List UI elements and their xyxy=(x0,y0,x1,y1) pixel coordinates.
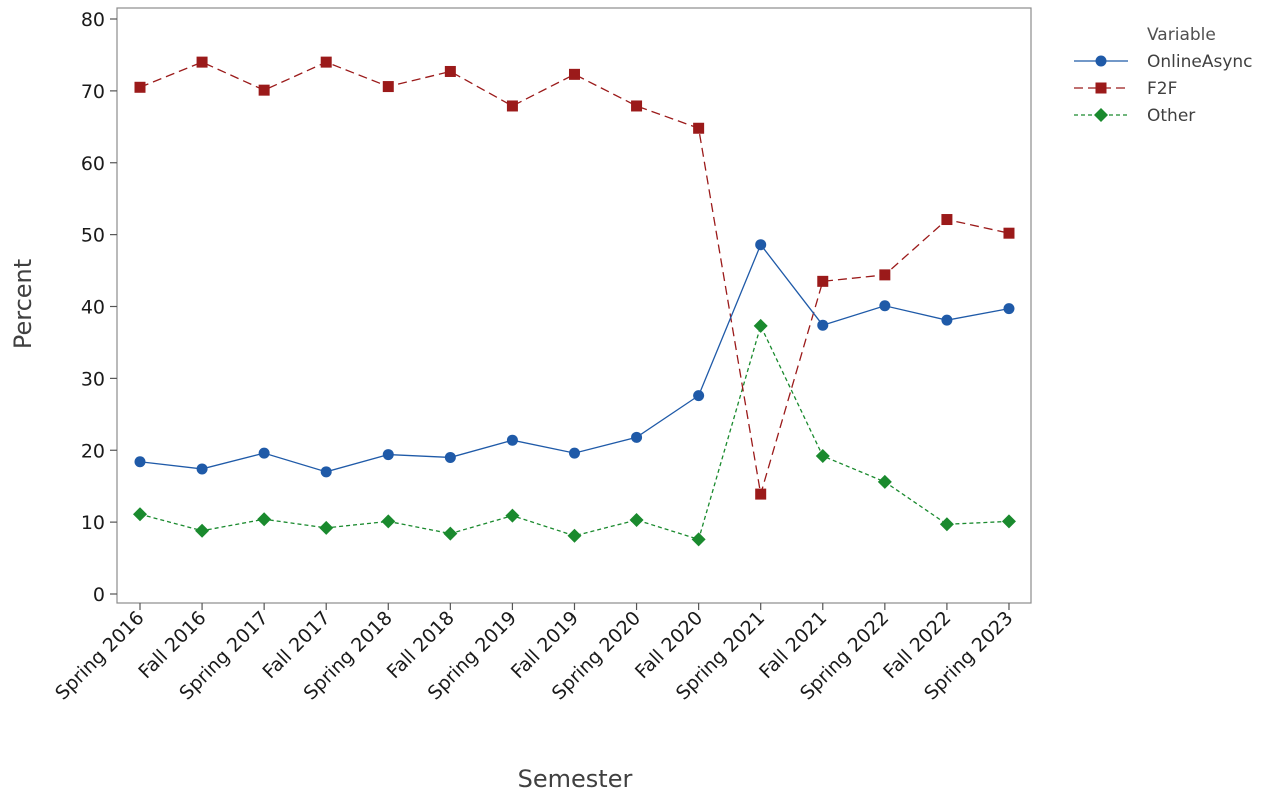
f2f-point xyxy=(258,84,270,96)
y-tick-label: 30 xyxy=(81,368,105,390)
f2f-point xyxy=(817,275,829,287)
f2f-point xyxy=(320,56,332,68)
other-point xyxy=(133,507,147,522)
y-tick-label: 20 xyxy=(81,440,105,462)
onlineasync-point xyxy=(693,390,705,402)
y-tick-label: 70 xyxy=(81,81,105,103)
other-line xyxy=(139,324,1010,541)
onlineasync-point xyxy=(320,466,332,478)
other-point xyxy=(195,523,210,538)
legend-label-f2f: F2F xyxy=(1147,79,1177,99)
f2f-point xyxy=(506,100,518,112)
f2f-point xyxy=(134,81,146,93)
onlineasync-point xyxy=(258,447,270,459)
legend-label-onlineasync: OnlineAsync xyxy=(1147,52,1253,72)
other-point xyxy=(567,528,582,543)
other-point xyxy=(877,474,892,489)
f2f-point xyxy=(568,68,580,80)
other-point xyxy=(629,512,644,527)
other-point xyxy=(257,512,272,527)
y-tick-label: 0 xyxy=(93,584,105,606)
f2f-point xyxy=(631,100,643,112)
legend-label-other: Other xyxy=(1147,106,1195,126)
legend: Variable OnlineAsync F2F Other xyxy=(1074,25,1253,126)
y-tick-label: 10 xyxy=(81,512,105,534)
other-point xyxy=(505,508,520,523)
series-layer xyxy=(133,56,1016,547)
series-onlineasync xyxy=(134,239,1015,478)
legend-marker-other xyxy=(1094,108,1108,122)
onlineasync-point xyxy=(382,449,394,461)
f2f-line xyxy=(139,61,1010,495)
f2f-point xyxy=(1003,227,1015,239)
other-point xyxy=(939,517,954,532)
y-tick-label: 60 xyxy=(81,153,105,175)
onlineasync-point xyxy=(444,451,456,463)
f2f-point xyxy=(693,122,705,134)
y-axis: 0 10 20 30 40 50 60 70 80 xyxy=(81,9,117,606)
onlineasync-point xyxy=(134,456,146,468)
f2f-point xyxy=(941,214,953,226)
y-tick-label: 80 xyxy=(81,9,105,31)
legend-item-other: Other xyxy=(1074,106,1195,126)
other-point xyxy=(753,318,768,333)
onlineasync-point xyxy=(196,463,208,475)
legend-item-f2f: F2F xyxy=(1074,79,1177,99)
legend-item-onlineasync: OnlineAsync xyxy=(1074,52,1253,72)
onlineasync-point xyxy=(817,319,829,331)
onlineasync-point xyxy=(631,431,643,443)
f2f-point xyxy=(879,269,891,281)
other-point xyxy=(381,514,396,529)
legend-title: Variable xyxy=(1147,25,1216,45)
onlineasync-point xyxy=(506,434,518,446)
legend-marker-onlineasync xyxy=(1095,55,1107,67)
f2f-point xyxy=(755,488,767,500)
onlineasync-point xyxy=(568,447,580,459)
onlineasync-point xyxy=(755,239,767,251)
f2f-point xyxy=(382,81,394,93)
other-point xyxy=(1001,514,1016,529)
f2f-point xyxy=(196,56,208,68)
series-other xyxy=(133,318,1016,547)
onlineasync-point xyxy=(1003,303,1015,315)
onlineasync-point xyxy=(941,314,953,326)
y-axis-title: Percent xyxy=(9,259,37,349)
other-point xyxy=(319,520,334,535)
series-f2f xyxy=(134,56,1015,500)
onlineasync-point xyxy=(879,300,891,312)
other-point xyxy=(815,449,830,463)
other-point xyxy=(443,526,458,541)
other-point xyxy=(691,532,706,547)
y-tick-label: 50 xyxy=(81,225,105,247)
x-axis-title: Semester xyxy=(518,765,633,793)
legend-marker-f2f xyxy=(1095,82,1107,94)
y-tick-label: 40 xyxy=(81,297,105,319)
f2f-point xyxy=(444,65,456,77)
